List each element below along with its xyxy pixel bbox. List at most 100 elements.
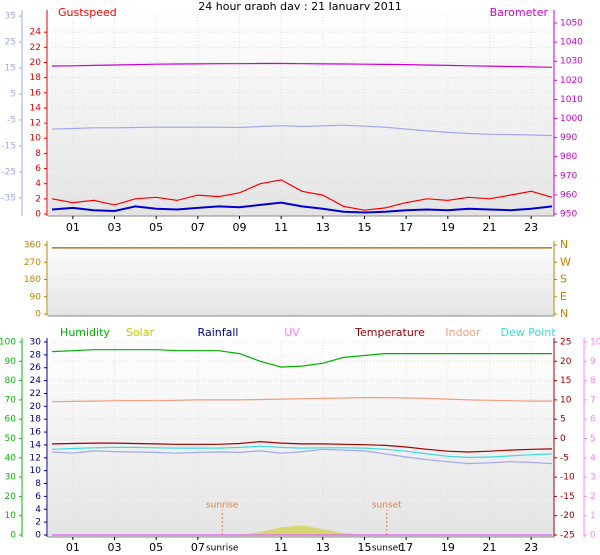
x-tick-label: 05	[149, 541, 163, 554]
legend-label: Rainfall	[198, 326, 239, 339]
y-tick-label: 9	[590, 357, 596, 367]
plot-background	[48, 10, 554, 216]
y-tick-label: 960	[560, 190, 577, 200]
y-tick-label: 10	[560, 395, 572, 405]
x-tick-label: 03	[108, 221, 122, 234]
y-tick-label: 2	[590, 492, 596, 502]
series-area	[52, 525, 552, 535]
y-tick-label: 35	[5, 12, 16, 22]
y-tick-label: 50	[5, 434, 17, 444]
series-line	[51, 440, 553, 453]
chart-title: 24 hour graph day : 21 January 2011	[198, 0, 402, 13]
y-tick-label: 1	[590, 511, 596, 521]
series-line	[51, 201, 553, 214]
y-tick-label: -20	[560, 511, 575, 521]
y-tick-label: 20	[30, 58, 42, 68]
y-tick-label: 28	[30, 350, 42, 360]
y-tick-label: -15	[560, 492, 575, 502]
y-tick-label: 20	[30, 402, 42, 412]
y-tick-label: -25	[560, 531, 575, 541]
series-line	[51, 397, 552, 403]
series-line	[51, 349, 552, 368]
plot-background	[48, 241, 554, 316]
y-tick-label: -10	[560, 473, 575, 483]
x-tick-label: 23	[524, 221, 538, 234]
y-tick-label: 5	[10, 90, 16, 100]
y-tick-label: 25	[5, 38, 16, 48]
y-tick-label: 8	[35, 149, 41, 159]
y-tick-label: 0	[35, 310, 41, 320]
y-tick-label: 6	[590, 415, 596, 425]
legend-label: Indoor	[445, 326, 481, 339]
series-line	[51, 445, 553, 459]
y-tick-label: 24	[30, 376, 42, 386]
x-tick-label: 03	[108, 541, 122, 554]
y-tick-label: 15	[5, 64, 16, 74]
y-tick-label: 15	[560, 376, 571, 386]
x-tick-label: sunset	[372, 544, 402, 554]
legend-label: Dew Point	[500, 326, 556, 339]
y-tick-label: 14	[30, 103, 42, 113]
legend-label: UV	[284, 326, 300, 339]
y-tick-label: -35	[1, 193, 16, 203]
y-tick-label: 1040	[560, 38, 583, 48]
series-line	[51, 124, 553, 137]
x-tick-label: 13	[316, 541, 330, 554]
y-tick-label: E	[560, 290, 567, 303]
x-tick-label: 11	[274, 541, 288, 554]
y-tick-label: 26	[30, 363, 42, 373]
y-tick-label: 270	[24, 258, 41, 268]
y-tick-label: 360	[24, 241, 41, 251]
legend-label: Gustspeed	[58, 6, 117, 19]
y-tick-label: 90	[5, 357, 17, 367]
x-tick-label: 11	[274, 221, 288, 234]
x-tick-label: 13	[316, 221, 330, 234]
y-tick-label: 10	[30, 466, 42, 476]
x-tick-label: 09	[233, 221, 247, 234]
legend-label: Solar	[126, 326, 155, 339]
y-tick-label: 7	[590, 395, 596, 405]
legend-label: Humidity	[60, 326, 110, 339]
y-tick-label: 1000	[560, 114, 583, 124]
y-tick-label: 10	[590, 338, 600, 348]
y-tick-label: 6	[35, 492, 41, 502]
series-line	[51, 179, 553, 211]
y-tick-label: 10	[30, 134, 42, 144]
y-tick-label: 30	[30, 338, 42, 348]
y-tick-label: 70	[5, 395, 17, 405]
legend-label: Barometer	[490, 6, 549, 19]
y-tick-label: 4	[35, 505, 41, 515]
x-tick-label: 15	[358, 221, 372, 234]
y-tick-label: 1020	[560, 76, 583, 86]
y-tick-label: 30	[5, 473, 17, 483]
y-tick-label: 18	[30, 415, 42, 425]
x-tick-label: 05	[149, 221, 163, 234]
y-tick-label: 60	[5, 415, 17, 425]
y-tick-label: 80	[5, 376, 17, 386]
legend-label: Temperature	[354, 326, 425, 339]
y-tick-label: 0	[35, 531, 41, 541]
y-tick-label: 8	[590, 376, 596, 386]
y-tick-label: 1030	[560, 57, 583, 67]
x-tick-label: 01	[66, 541, 80, 554]
y-tick-label: 18	[30, 73, 42, 83]
y-tick-label: N	[560, 238, 568, 251]
y-tick-label: 0	[10, 531, 16, 541]
y-tick-label: 5	[560, 415, 566, 425]
y-tick-label: 180	[24, 275, 41, 285]
x-tick-label: 07	[191, 221, 205, 234]
y-tick-label: 0	[560, 434, 566, 444]
x-tick-label: 19	[441, 221, 455, 234]
y-tick-label: 24	[30, 28, 42, 38]
y-tick-label: 3	[590, 473, 596, 483]
y-tick-label: 25	[560, 338, 571, 348]
y-tick-label: 12	[30, 119, 41, 129]
x-tick-label: 23	[524, 541, 538, 554]
y-tick-label: 8	[35, 479, 41, 489]
y-tick-label: 10	[5, 511, 17, 521]
y-tick-label: 950	[560, 210, 577, 220]
series-line	[51, 448, 553, 465]
y-tick-label: W	[560, 255, 571, 268]
y-tick-label: 980	[560, 152, 577, 162]
